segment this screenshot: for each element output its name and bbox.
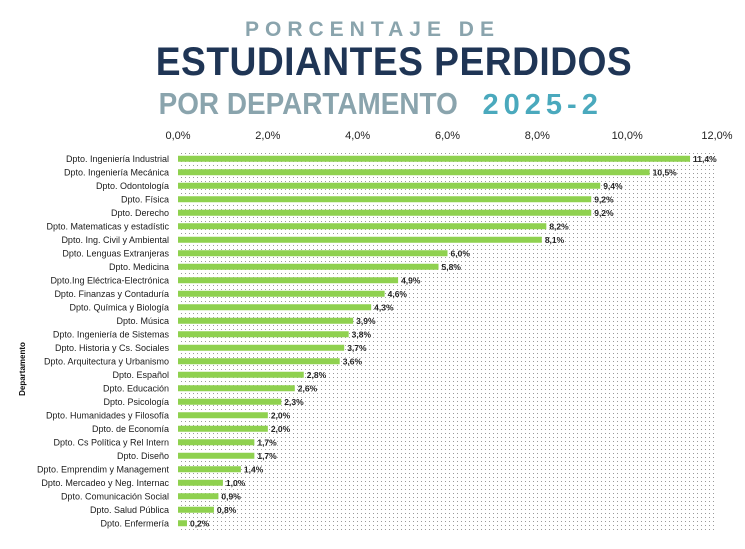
category-label: Dpto. Finanzas y Contaduría — [54, 289, 169, 299]
data-label: 0,8% — [217, 505, 237, 515]
y-axis-label: Departamento — [18, 342, 27, 396]
data-label: 9,2% — [594, 208, 614, 218]
category-label: Dpto. Emprendim y Management — [37, 464, 170, 474]
bar — [178, 236, 542, 243]
data-label: 9,4% — [603, 181, 623, 191]
bar — [178, 223, 547, 230]
category-label: Dpto. Arquitectura y Urbanismo — [44, 356, 169, 366]
category-label: Dpto. Odontología — [96, 181, 169, 191]
bar — [178, 358, 340, 365]
data-label: 6,0% — [451, 248, 471, 258]
category-label: Dpto. Educación — [103, 383, 169, 393]
x-tick-label: 6,0% — [435, 130, 460, 142]
title-year: 2025-2 — [482, 89, 603, 121]
category-label: Dpto. Cs Política y Rel Intern — [53, 437, 169, 447]
bar — [178, 479, 223, 486]
data-label: 10,5% — [653, 167, 678, 177]
data-label: 4,6% — [388, 289, 408, 299]
category-label: Dpto. Mercadeo y Neg. Internac — [41, 478, 169, 488]
title-department: POR DEPARTAMENTO — [158, 86, 458, 121]
bar — [178, 452, 255, 459]
data-label: 0,9% — [221, 491, 241, 501]
bar — [178, 155, 691, 162]
category-label: Dpto.Ing Eléctrica-Electrónica — [50, 275, 169, 285]
x-tick-label: 0,0% — [165, 130, 190, 142]
data-label: 8,1% — [545, 235, 565, 245]
category-label: Dpto. Física — [121, 194, 169, 204]
data-label: 3,7% — [347, 343, 367, 353]
data-label: 2,0% — [271, 410, 291, 420]
data-label: 3,6% — [343, 356, 363, 366]
x-tick-label: 2,0% — [255, 130, 280, 142]
data-label: 8,2% — [549, 221, 569, 231]
title-line-2: ESTUDIANTES PERDIDOS — [155, 40, 633, 84]
bar — [178, 331, 349, 338]
data-label: 4,3% — [374, 302, 394, 312]
bar — [178, 466, 241, 473]
bar — [178, 385, 295, 392]
bar — [178, 506, 214, 513]
bar — [178, 290, 385, 297]
category-label: Dpto. de Economía — [92, 424, 169, 434]
bar — [178, 493, 219, 500]
bar — [178, 196, 592, 203]
bar — [178, 317, 354, 324]
bar — [178, 209, 592, 216]
category-label: Dpto. Comunicación Social — [61, 491, 169, 501]
bar — [178, 371, 304, 378]
category-label: Dpto. Humanidades y Filosofía — [46, 410, 169, 420]
bar — [178, 425, 268, 432]
bar — [178, 277, 399, 284]
data-label: 4,9% — [401, 275, 421, 285]
bar — [178, 169, 650, 176]
data-label: 9,2% — [594, 194, 614, 204]
x-tick-label: 12,0% — [701, 130, 732, 142]
category-label: Dpto. Química y Biología — [69, 302, 169, 312]
bar — [178, 412, 268, 419]
bar — [178, 398, 282, 405]
bar — [178, 182, 601, 189]
x-tick-label: 8,0% — [525, 130, 550, 142]
category-label: Dpto. Ingeniería Industrial — [66, 154, 169, 164]
data-label: 2,8% — [307, 370, 327, 380]
bar — [178, 304, 372, 311]
data-label: 0,2% — [190, 518, 210, 528]
data-label: 2,3% — [284, 397, 304, 407]
data-label: 1,7% — [257, 451, 277, 461]
data-label: 1,0% — [226, 478, 246, 488]
bar — [178, 344, 345, 351]
title-line-1: PORCENTAJE DE — [245, 18, 500, 41]
x-tick-label: 4,0% — [345, 130, 370, 142]
data-label: 2,6% — [298, 383, 318, 393]
category-label: Dpto. Lenguas Extranjeras — [62, 248, 169, 258]
data-label: 2,0% — [271, 424, 291, 434]
category-label: Dpto. Matematicas y estadístic — [46, 221, 169, 231]
bar — [178, 439, 255, 446]
data-label: 5,8% — [442, 262, 462, 272]
category-label: Dpto. Español — [112, 370, 169, 380]
bar — [178, 250, 448, 257]
data-label: 3,9% — [356, 316, 376, 326]
x-tick-label: 10,0% — [612, 130, 643, 142]
category-label: Dpto. Medicina — [109, 262, 169, 272]
category-label: Dpto. Ingeniería Mecánica — [64, 167, 169, 177]
bar — [178, 263, 439, 270]
category-label: Dpto. Psicología — [103, 397, 169, 407]
category-label: Dpto. Ing. Civil y Ambiental — [61, 235, 169, 245]
data-label: 11,4% — [693, 154, 717, 164]
data-label: 1,7% — [257, 437, 277, 447]
category-label: Dpto. Salud Pública — [90, 505, 169, 515]
category-label: Dpto. Diseño — [117, 451, 169, 461]
category-label: Dpto. Derecho — [111, 208, 169, 218]
data-label: 1,4% — [244, 464, 264, 474]
category-label: Dpto. Enfermería — [100, 518, 169, 528]
bar — [178, 520, 187, 527]
category-label: Dpto. Historia y Cs. Sociales — [55, 343, 170, 353]
category-label: Dpto. Música — [116, 316, 169, 326]
data-label: 3,8% — [352, 329, 372, 339]
title-line-3: POR DEPARTAMENTO 2025-2 — [0, 86, 745, 122]
category-label: Dpto. Ingeniería de Sistemas — [53, 329, 170, 339]
